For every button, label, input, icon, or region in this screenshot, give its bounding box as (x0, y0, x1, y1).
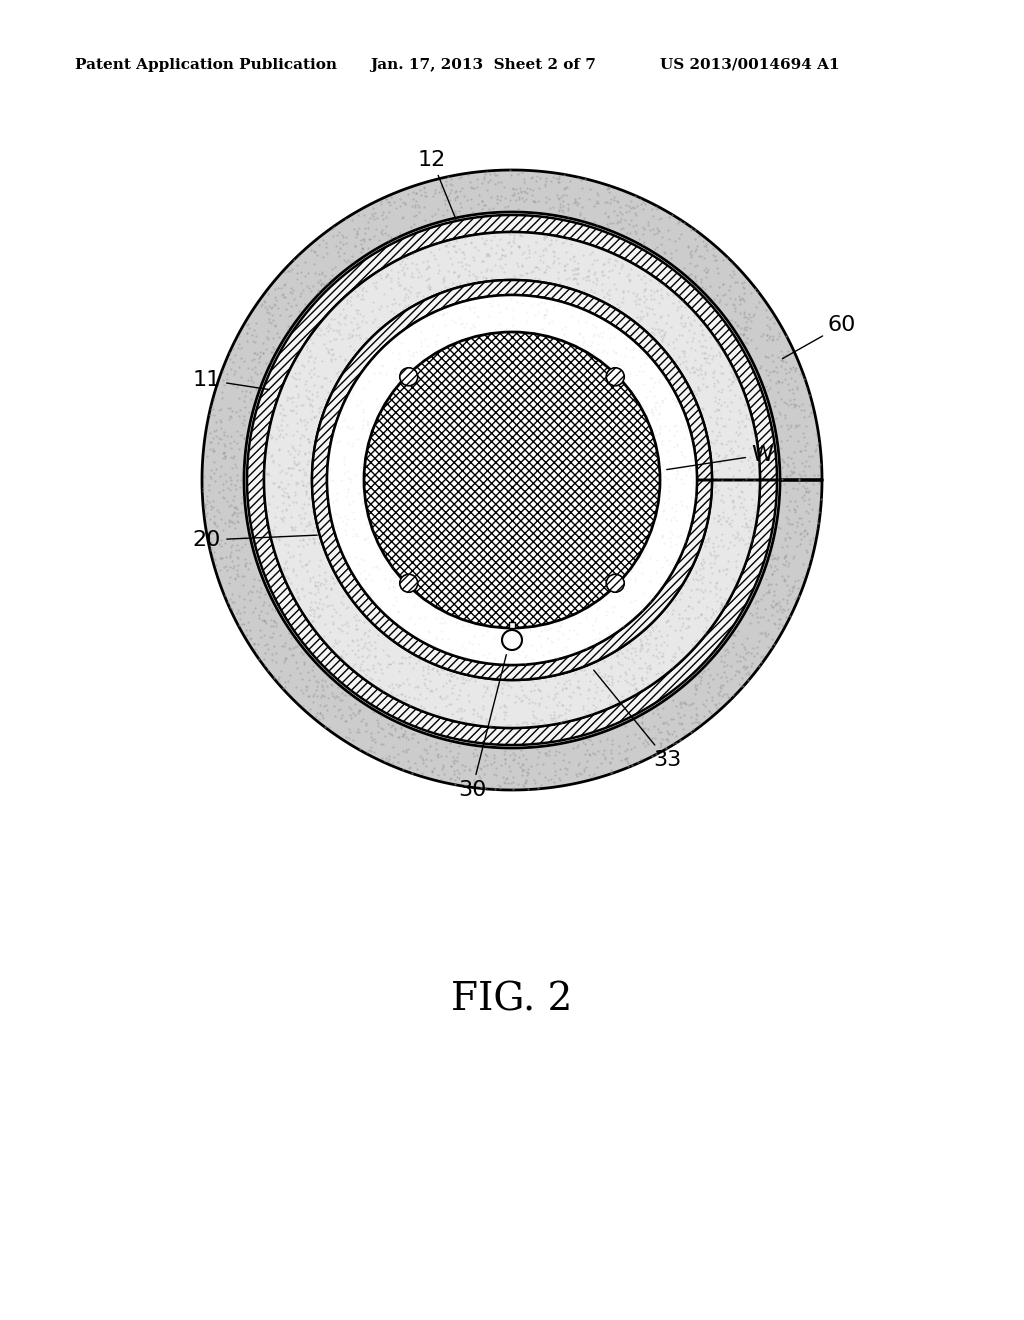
Text: Patent Application Publication: Patent Application Publication (75, 58, 337, 73)
Text: 11: 11 (193, 370, 269, 389)
Text: FIG. 2: FIG. 2 (452, 982, 572, 1019)
Text: 12: 12 (418, 150, 456, 219)
Text: 20: 20 (193, 531, 317, 550)
Text: 33: 33 (594, 671, 681, 770)
Text: US 2013/0014694 A1: US 2013/0014694 A1 (660, 58, 840, 73)
Text: Jan. 17, 2013  Sheet 2 of 7: Jan. 17, 2013 Sheet 2 of 7 (370, 58, 596, 73)
Circle shape (399, 368, 418, 385)
Polygon shape (312, 280, 712, 680)
Circle shape (502, 630, 522, 649)
Circle shape (606, 368, 625, 385)
Text: 30: 30 (458, 655, 506, 800)
Polygon shape (247, 215, 777, 744)
Circle shape (606, 574, 625, 593)
Circle shape (364, 333, 660, 628)
Text: 60: 60 (782, 315, 856, 359)
Text: W: W (667, 445, 773, 470)
Polygon shape (264, 232, 760, 729)
Bar (509, 622, 515, 628)
Circle shape (399, 574, 418, 593)
Circle shape (327, 294, 697, 665)
Polygon shape (202, 170, 822, 789)
